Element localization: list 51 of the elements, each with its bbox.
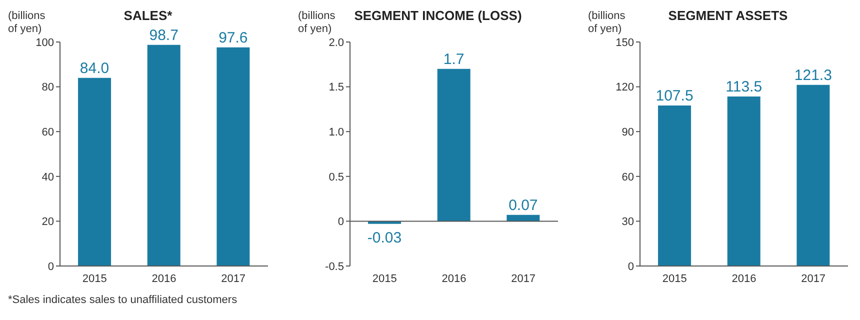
x-tick-label: 2015 — [82, 272, 107, 285]
data-label: 113.5 — [726, 78, 762, 96]
x-tick-label: 2015 — [662, 272, 687, 285]
data-label: 84.0 — [80, 60, 110, 77]
y-axis-title: (billions of yen) — [298, 10, 336, 36]
x-tick-label: 2016 — [442, 272, 466, 285]
bar — [147, 44, 180, 266]
x-tick-label: 2017 — [511, 272, 536, 285]
text: *Sales indicates sales to unaffiliated customers — [8, 294, 238, 306]
y-tick-label: -0.5 — [325, 260, 344, 273]
data-label: 98.7 — [149, 26, 178, 44]
y-tick-label: 150 — [616, 36, 634, 49]
x-tick-label: 2016 — [152, 272, 176, 285]
y-tick-label: 60 — [42, 126, 54, 139]
bar — [437, 68, 470, 222]
y-tick-label: 0 — [338, 216, 344, 228]
y-tick-label: 60 — [622, 171, 634, 184]
y-tick-label: 80 — [42, 82, 54, 94]
chart-title: SALES* — [124, 8, 172, 23]
chart-title: SEGMENT ASSETS — [668, 8, 788, 23]
bar — [78, 78, 112, 266]
y-tick-label: 0 — [48, 260, 54, 273]
y-axis-title: (billions of yen) — [588, 10, 626, 36]
y-tick-label: 1.0 — [328, 126, 344, 139]
data-label: 121.3 — [794, 66, 832, 84]
x-tick-label: 2016 — [732, 272, 756, 285]
data-label: 97.6 — [218, 29, 248, 46]
data-label: 1.7 — [443, 50, 464, 68]
y-tick-label: 120 — [616, 82, 634, 94]
y-tick-label: 40 — [42, 171, 54, 184]
data-label: 0.07 — [508, 196, 538, 214]
chart-title: SEGMENT INCOME (LOSS) — [354, 8, 522, 23]
y-tick-label: 100 — [36, 36, 54, 49]
y-tick-label: 30 — [622, 216, 634, 228]
bar — [216, 47, 250, 266]
bar — [658, 105, 692, 266]
bar — [368, 221, 402, 224]
y-axis-title: (billions of yen) — [8, 10, 46, 36]
bar — [727, 96, 760, 266]
x-tick-label: 2017 — [801, 272, 826, 285]
bar — [796, 84, 830, 266]
y-tick-label: 0.5 — [328, 171, 344, 184]
y-tick-label: 2.0 — [328, 36, 344, 49]
x-tick-label: 2015 — [372, 272, 397, 285]
x-tick-label: 2017 — [221, 272, 246, 285]
data-label: 107.5 — [656, 87, 694, 104]
data-label: -0.03 — [367, 230, 402, 247]
y-tick-label: 20 — [42, 216, 54, 228]
y-tick-label: 0 — [628, 260, 634, 273]
y-tick-label: 90 — [622, 126, 634, 139]
y-tick-label: 1.5 — [328, 82, 344, 94]
